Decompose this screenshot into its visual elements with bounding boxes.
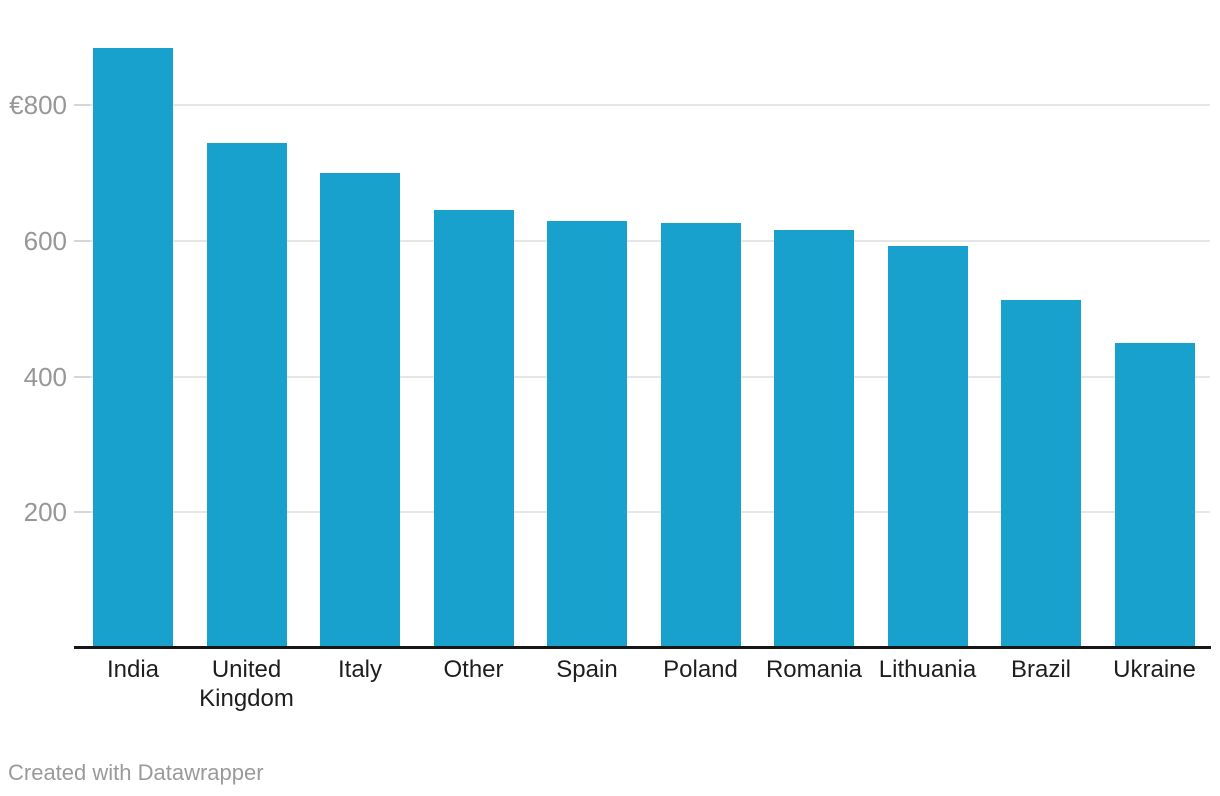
bar-brazil	[1001, 300, 1081, 648]
y-axis-tick-label: 600	[23, 225, 67, 256]
x-axis-label-poland: Poland	[663, 656, 738, 683]
y-axis-tick	[74, 104, 90, 107]
x-axis-label-brazil: Brazil	[1010, 656, 1071, 683]
x-axis-label-spain: Spain	[556, 656, 618, 683]
datawrapper-credit-link[interactable]: Created with Datawrapper	[8, 760, 264, 785]
x-axis-label-other: Other	[443, 656, 504, 683]
x-axis-label-romania: Romania	[765, 656, 863, 683]
bar-india	[93, 48, 173, 648]
x-axis-label-ukraine: Ukraine	[1113, 656, 1196, 683]
bar-united-kingdom	[206, 143, 287, 648]
x-axis-line	[74, 646, 1211, 649]
y-axis-tick	[74, 511, 90, 514]
bar-poland	[660, 223, 741, 648]
gridline	[74, 511, 1210, 514]
y-axis-tick	[74, 239, 90, 242]
bar-ukraine	[1114, 343, 1195, 648]
gridline	[74, 239, 1210, 242]
y-axis-tick	[74, 375, 90, 378]
bar-lithuania	[887, 246, 968, 648]
y-axis-tick-label: 200	[23, 497, 67, 528]
bar-other	[433, 210, 514, 648]
bar-spain	[547, 221, 627, 648]
bar-italy	[320, 173, 400, 648]
x-axis-label-italy: Italy	[337, 656, 382, 683]
bar-romania	[774, 230, 854, 648]
x-axis-label-india: India	[106, 656, 160, 683]
x-axis-label-united-kingdom: United Kingdom	[199, 656, 294, 712]
x-axis-label-lithuania: Lithuania	[878, 656, 977, 683]
y-axis-tick-label: €800	[9, 90, 67, 121]
gridline	[74, 104, 1210, 107]
y-axis-tick-label: 400	[23, 361, 67, 392]
gridline	[74, 375, 1210, 378]
